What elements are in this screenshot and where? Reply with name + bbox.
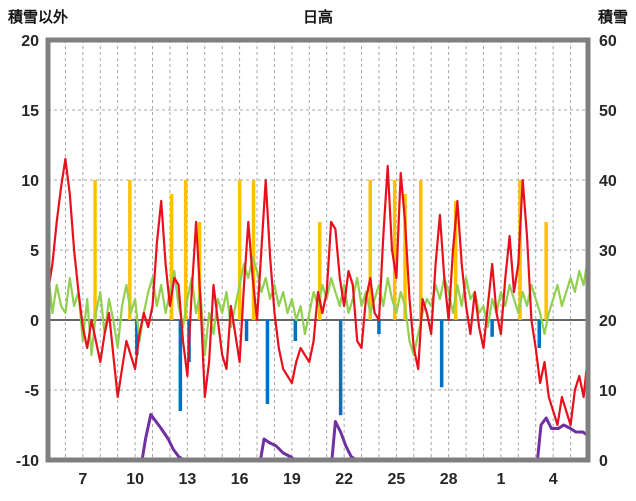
svg-text:0: 0 xyxy=(599,453,608,470)
svg-text:5: 5 xyxy=(30,243,39,260)
svg-text:20: 20 xyxy=(21,33,39,50)
svg-text:7: 7 xyxy=(78,471,87,488)
svg-text:4: 4 xyxy=(549,471,558,488)
svg-text:10: 10 xyxy=(599,383,617,400)
svg-text:10: 10 xyxy=(126,471,144,488)
svg-text:50: 50 xyxy=(599,103,617,120)
svg-text:30: 30 xyxy=(599,243,617,260)
svg-text:0: 0 xyxy=(30,313,39,330)
svg-text:28: 28 xyxy=(440,471,458,488)
svg-text:1: 1 xyxy=(496,471,505,488)
chart-title: 日高 xyxy=(302,9,333,26)
svg-text:22: 22 xyxy=(335,471,353,488)
svg-text:60: 60 xyxy=(599,33,617,50)
svg-text:16: 16 xyxy=(231,471,249,488)
svg-text:19: 19 xyxy=(283,471,301,488)
svg-text:-10: -10 xyxy=(16,453,39,470)
svg-text:25: 25 xyxy=(388,471,406,488)
svg-text:40: 40 xyxy=(599,173,617,190)
svg-text:15: 15 xyxy=(21,103,39,120)
svg-text:10: 10 xyxy=(21,173,39,190)
svg-text:-5: -5 xyxy=(25,383,39,400)
left-axis-title: 積雪以外 xyxy=(8,9,69,26)
svg-text:13: 13 xyxy=(179,471,197,488)
svg-text:20: 20 xyxy=(599,313,617,330)
right-axis-title: 積雪 xyxy=(597,9,628,26)
